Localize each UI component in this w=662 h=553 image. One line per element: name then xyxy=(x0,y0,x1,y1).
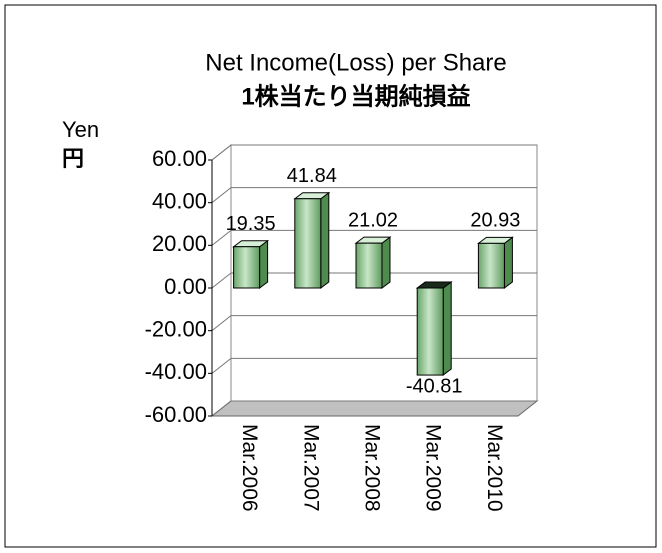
grid-line xyxy=(211,144,537,161)
x-tick-label: Mar.2006 xyxy=(238,424,261,512)
grid-line xyxy=(211,400,537,417)
bar-front xyxy=(416,287,444,376)
data-label: 21.02 xyxy=(348,209,398,231)
data-label: 19.35 xyxy=(226,213,276,235)
y-tick-label: -60.00 xyxy=(145,402,207,427)
y-tick-label: 20.00 xyxy=(152,231,207,256)
data-label: 41.84 xyxy=(287,165,337,187)
data-label: -40.81 xyxy=(406,375,463,397)
data-label: 20.93 xyxy=(470,210,520,232)
grid-line xyxy=(211,229,537,246)
bar xyxy=(354,236,392,289)
chart-subtitle: 1株当たり当期純損益 xyxy=(241,82,470,110)
bar xyxy=(415,281,453,377)
bar-front xyxy=(294,198,322,289)
y-tick-label: -40.00 xyxy=(145,359,207,384)
y-tick-label: 40.00 xyxy=(152,188,207,213)
bar xyxy=(476,236,514,289)
bar-front xyxy=(233,246,261,289)
y-axis-label: 円 xyxy=(62,146,84,171)
grid-line xyxy=(211,272,537,289)
floor xyxy=(210,400,539,417)
x-tick-label: Mar.2010 xyxy=(483,424,506,512)
bar-side xyxy=(503,236,513,289)
bar-side xyxy=(442,281,452,377)
x-tick-label: Mar.2008 xyxy=(360,424,383,512)
bar-side xyxy=(381,236,391,289)
bar xyxy=(232,239,270,289)
bar-side xyxy=(259,239,269,289)
y-axis-label: Yen xyxy=(62,117,99,142)
y-tick-label: 60.00 xyxy=(152,146,207,171)
chart-title: Net Income(Loss) per Share xyxy=(205,49,506,76)
bar-front xyxy=(477,242,505,289)
bar-front xyxy=(355,242,383,289)
bar xyxy=(293,191,331,289)
grid-line xyxy=(211,187,537,204)
bar-side xyxy=(320,191,330,289)
y-tick-label: 0.00 xyxy=(164,274,207,299)
x-tick-label: Mar.2007 xyxy=(299,424,322,512)
y-tick-label: -20.00 xyxy=(145,316,207,341)
x-tick-label: Mar.2009 xyxy=(422,424,445,512)
